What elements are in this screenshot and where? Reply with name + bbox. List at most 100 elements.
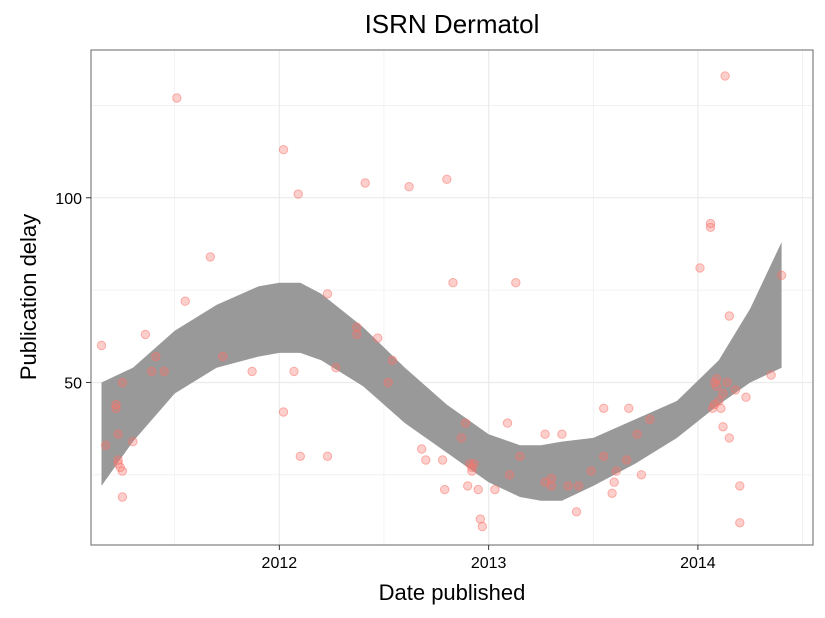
data-point (490, 484, 500, 495)
data-point (718, 388, 728, 399)
data-point (469, 459, 479, 469)
data-point (331, 363, 341, 373)
x-tick-label: 2013 (471, 555, 507, 572)
data-point (322, 289, 333, 299)
data-point (96, 340, 107, 351)
y-tick-label: 50 (64, 375, 82, 392)
data-point (147, 366, 157, 377)
data-point (473, 484, 483, 495)
data-point (293, 189, 303, 199)
data-point (611, 466, 621, 476)
data-point (705, 218, 716, 229)
data-point (278, 145, 289, 155)
data-point (352, 329, 362, 340)
data-point (571, 507, 582, 517)
data-point (718, 422, 728, 432)
data-point (557, 429, 567, 439)
data-point (730, 385, 741, 395)
data-point (511, 278, 521, 288)
data-point (111, 403, 121, 413)
x-tick-label: 2012 (262, 555, 298, 572)
data-point (442, 174, 452, 185)
data-point (373, 333, 383, 343)
data-point (724, 433, 734, 443)
plot-panel (91, 50, 813, 545)
data-point (722, 377, 732, 388)
data-point (100, 440, 111, 450)
data-point (360, 178, 370, 188)
data-point (180, 296, 190, 306)
data-point (159, 366, 169, 377)
data-point (172, 93, 182, 103)
data-point (776, 270, 787, 280)
data-point (456, 433, 467, 443)
data-point (460, 418, 471, 428)
data-point (463, 481, 473, 491)
data-point (477, 521, 487, 532)
data-point (724, 311, 734, 321)
y-tick-label: 100 (55, 191, 82, 208)
axes: 2012 2013 2014 50 100 (55, 191, 716, 572)
data-point (515, 451, 525, 461)
data-point (140, 329, 151, 340)
data-point (404, 182, 414, 192)
plot-border (90, 49, 814, 546)
data-point (622, 455, 632, 465)
data-point (437, 455, 448, 465)
data-point (716, 403, 726, 413)
chart-title: ISRN Dermatol (365, 9, 540, 39)
x-axis-title: Date published (379, 580, 526, 605)
y-axis-title: Publication delay (16, 214, 41, 380)
data-point (540, 429, 550, 439)
data-point (546, 473, 557, 484)
data-point (128, 436, 138, 447)
data-point (766, 370, 776, 380)
data-point (504, 470, 515, 480)
data-point (205, 252, 216, 262)
data-point (599, 451, 609, 461)
data-point (440, 484, 450, 495)
data-point (720, 71, 730, 81)
data-point (599, 403, 609, 413)
data-point (645, 414, 655, 425)
data-point (475, 514, 485, 524)
data-point (586, 466, 596, 476)
data-point (117, 492, 128, 502)
data-point (607, 488, 617, 498)
data-point (113, 429, 123, 439)
data-point (295, 451, 305, 461)
data-point (417, 444, 427, 454)
data-point (563, 481, 573, 491)
data-point (741, 392, 751, 402)
data-point (352, 322, 362, 332)
data-point (714, 396, 724, 406)
smooth-band (101, 242, 782, 501)
data-point (421, 455, 431, 465)
data-point (289, 366, 299, 377)
data-point (448, 278, 458, 288)
data-point (609, 477, 619, 487)
data-point (151, 351, 161, 362)
data-point (636, 470, 647, 480)
data-point (624, 403, 634, 413)
data-point (735, 518, 745, 528)
data-point (383, 377, 393, 388)
data-points (96, 71, 787, 532)
data-point (467, 466, 477, 476)
data-point (712, 381, 722, 391)
data-point (247, 366, 257, 377)
data-point (111, 399, 121, 410)
data-point (387, 355, 398, 365)
data-point (695, 263, 705, 273)
data-point (218, 351, 228, 362)
x-tick-label: 2014 (680, 555, 716, 572)
data-point (712, 374, 722, 384)
data-point (573, 481, 584, 491)
confidence-band (101, 242, 782, 501)
data-point (322, 451, 333, 461)
data-point (735, 481, 745, 491)
data-point (632, 429, 642, 439)
data-point (278, 407, 289, 417)
data-point (502, 418, 513, 428)
